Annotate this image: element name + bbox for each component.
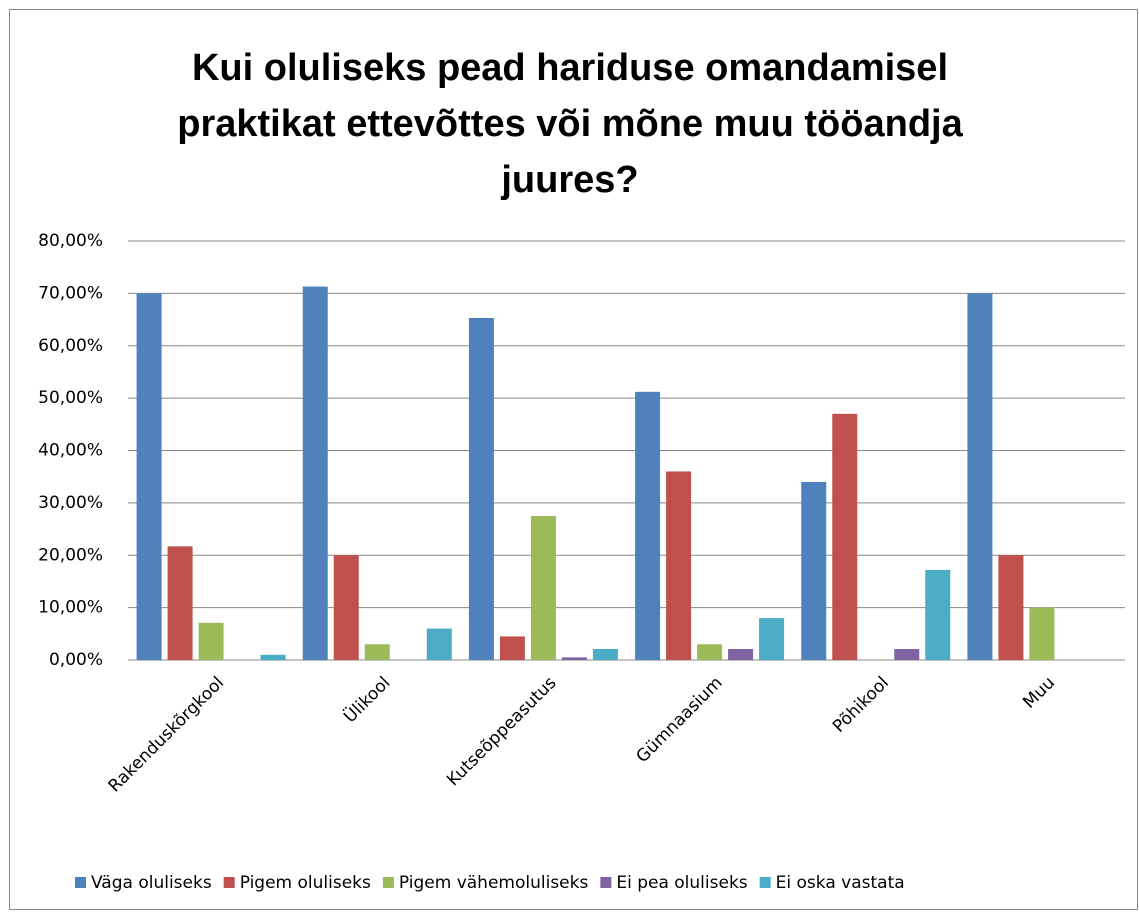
y-tick-label: 60,00% xyxy=(38,336,103,356)
bar xyxy=(561,657,587,660)
chart-title: Kui oluliseks pead hariduse omandamisel … xyxy=(177,47,963,201)
y-tick-label: 50,00% xyxy=(38,388,103,408)
bar xyxy=(967,293,993,660)
bar xyxy=(925,569,951,660)
bar xyxy=(832,413,858,660)
legend-label: Pigem oluliseks xyxy=(240,873,371,893)
legend-swatch xyxy=(223,877,235,888)
bar xyxy=(1029,607,1055,660)
legend-label: Ei oska vastata xyxy=(776,873,905,893)
bar xyxy=(998,555,1024,660)
legend-swatch xyxy=(759,877,771,888)
legend-label: Pigem vähemoluliseks xyxy=(399,873,589,893)
bar xyxy=(302,286,328,660)
y-tick-label: 20,00% xyxy=(38,545,103,565)
chart-border xyxy=(9,9,1138,910)
y-tick-label: 80,00% xyxy=(38,231,103,251)
bar xyxy=(759,618,785,660)
bar xyxy=(136,293,162,660)
legend-label: Väga oluliseks xyxy=(91,873,212,893)
y-tick-label: 70,00% xyxy=(38,283,103,303)
bar xyxy=(260,654,286,660)
y-tick-label: 30,00% xyxy=(38,493,103,513)
bar xyxy=(635,391,661,660)
bar xyxy=(364,644,390,660)
bar xyxy=(426,628,452,660)
legend-swatch xyxy=(75,877,86,888)
y-tick-label: 10,00% xyxy=(38,598,103,618)
bar xyxy=(592,649,618,660)
bar xyxy=(167,546,193,660)
bar xyxy=(666,471,692,660)
bar xyxy=(468,317,494,660)
y-tick-label: 0,00% xyxy=(49,650,103,670)
y-tick-label: 40,00% xyxy=(38,441,103,461)
legend-swatch xyxy=(382,877,394,888)
bar xyxy=(198,622,224,660)
bar xyxy=(697,644,723,660)
bar xyxy=(894,649,920,660)
bar xyxy=(801,481,827,660)
legend-label: Ei pea oluliseks xyxy=(616,873,747,893)
bar xyxy=(499,636,525,660)
bar xyxy=(728,649,754,660)
bar xyxy=(333,555,359,660)
legend-swatch xyxy=(600,877,612,888)
bar xyxy=(530,515,556,660)
